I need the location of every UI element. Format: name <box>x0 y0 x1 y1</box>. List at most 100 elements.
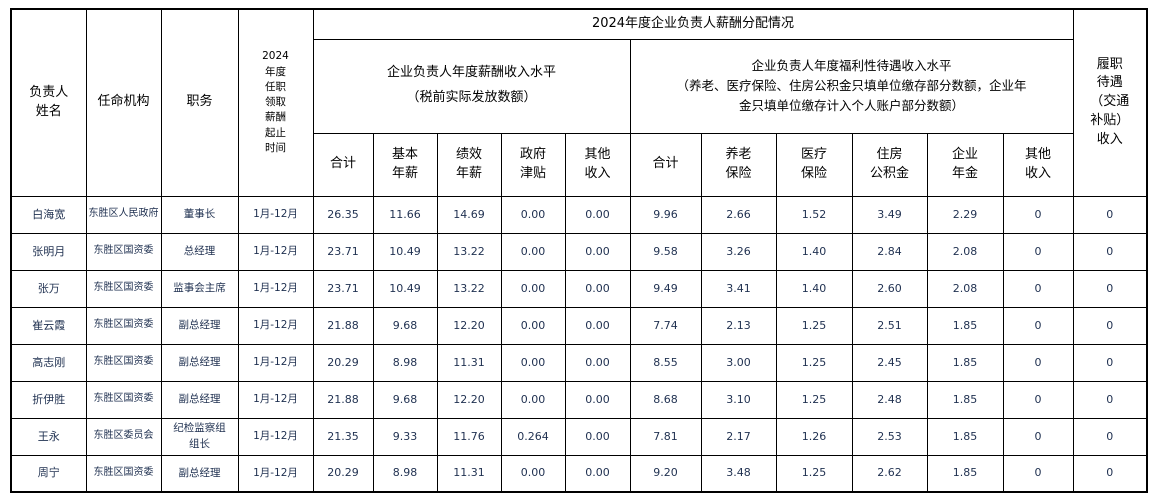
cell-name: 张明月 <box>10 232 87 271</box>
cell-other-welfare: 0 <box>1002 269 1074 308</box>
cell-duty-allowance: 0 <box>1072 306 1148 345</box>
cell-welfare-total: 8.55 <box>629 343 702 382</box>
cell-name: 周宁 <box>10 454 87 493</box>
table-row: 折伊胜 东胜区国资委 副总经理 1月-12月 21.88 9.68 12.20 0.00 0.0… <box>10 380 1148 419</box>
table-row: 张万 东胜区国资委 监事会主席 1月-12月 23.71 10.49 13.22 0.00 0.… <box>10 269 1148 308</box>
table-body: 白海宽 东胜区人民政府 董事长 1月-12月 26.35 11.66 14.69 0.00 0.… <box>10 195 1148 493</box>
cell-performance-salary: 12.20 <box>436 380 502 419</box>
cell-housing-fund: 3.49 <box>851 195 928 234</box>
cell-pension: 3.41 <box>700 269 777 308</box>
table-row: 周宁 东胜区国资委 副总经理 1月-12月 20.29 8.98 11.31 0.00 0.00… <box>10 454 1148 493</box>
cell-gov-allowance: 0.00 <box>500 306 566 345</box>
header-col-name: 负责人 姓名 <box>10 8 87 197</box>
cell-gov-allowance: 0.00 <box>500 269 566 308</box>
cell-annuity: 2.08 <box>926 269 1004 308</box>
cell-period: 1月-12月 <box>237 380 314 419</box>
cell-gov-allowance: 0.00 <box>500 195 566 234</box>
cell-pension: 3.26 <box>700 232 777 271</box>
cell-org: 东胜区人民政府 <box>85 195 162 234</box>
cell-medical: 1.40 <box>775 232 853 271</box>
cell-other-welfare: 0 <box>1002 195 1074 234</box>
cell-performance-salary: 13.22 <box>436 269 502 308</box>
cell-period: 1月-12月 <box>237 454 314 493</box>
cell-medical: 1.25 <box>775 380 853 419</box>
cell-base-salary: 8.98 <box>372 454 438 493</box>
header-performance-salary: 绩效 年薪 <box>436 132 502 197</box>
cell-title: 监事会主席 <box>160 269 239 308</box>
cell-base-salary: 8.98 <box>372 343 438 382</box>
cell-gov-allowance: 0.00 <box>500 454 566 493</box>
cell-duty-allowance: 0 <box>1072 232 1148 271</box>
cell-performance-salary: 11.31 <box>436 454 502 493</box>
cell-salary-total: 21.35 <box>312 417 374 456</box>
cell-welfare-total: 7.81 <box>629 417 702 456</box>
cell-title: 副总经理 <box>160 306 239 345</box>
cell-other-welfare: 0 <box>1002 417 1074 456</box>
header-col-duty-allowance: 履职 待遇 （交通 补贴） 收入 <box>1072 8 1148 197</box>
cell-welfare-total: 9.49 <box>629 269 702 308</box>
cell-name: 王永 <box>10 417 87 456</box>
cell-pension: 3.00 <box>700 343 777 382</box>
cell-other-income: 0.00 <box>564 306 631 345</box>
cell-performance-salary: 11.31 <box>436 343 502 382</box>
cell-name: 高志刚 <box>10 343 87 382</box>
cell-housing-fund: 2.48 <box>851 380 928 419</box>
cell-base-salary: 11.66 <box>372 195 438 234</box>
cell-welfare-total: 7.74 <box>629 306 702 345</box>
cell-title: 纪检监察组 组长 <box>160 417 239 456</box>
cell-welfare-total: 9.96 <box>629 195 702 234</box>
table-row: 张明月 东胜区国资委 总经理 1月-12月 23.71 10.49 13.22 0.00 0.0… <box>10 232 1148 271</box>
cell-medical: 1.40 <box>775 269 853 308</box>
cell-housing-fund: 2.60 <box>851 269 928 308</box>
cell-housing-fund: 2.53 <box>851 417 928 456</box>
cell-period: 1月-12月 <box>237 195 314 234</box>
cell-duty-allowance: 0 <box>1072 417 1148 456</box>
header-housing-fund: 住房 公积金 <box>851 132 928 197</box>
cell-other-income: 0.00 <box>564 454 631 493</box>
page-title: 2024年度企业负责人薪酬分配情况 <box>312 8 1074 40</box>
cell-other-welfare: 0 <box>1002 454 1074 493</box>
header-salary-total: 合计 <box>312 132 374 197</box>
cell-org: 东胜区国资委 <box>85 232 162 271</box>
cell-welfare-total: 9.20 <box>629 454 702 493</box>
cell-other-welfare: 0 <box>1002 306 1074 345</box>
header-other-welfare: 其他 收入 <box>1002 132 1074 197</box>
cell-gov-allowance: 0.00 <box>500 380 566 419</box>
cell-duty-allowance: 0 <box>1072 195 1148 234</box>
header-medical: 医疗 保险 <box>775 132 853 197</box>
cell-pension: 2.66 <box>700 195 777 234</box>
table-row: 高志刚 东胜区国资委 副总经理 1月-12月 20.29 8.98 11.31 0.00 0.0… <box>10 343 1148 382</box>
cell-performance-salary: 14.69 <box>436 195 502 234</box>
header-row-1: 负责人 姓名 任命机构 职务 2024 年度 任职 领取 薪酬 起止 时间 20… <box>10 8 1148 197</box>
cell-welfare-total: 8.68 <box>629 380 702 419</box>
cell-salary-total: 21.88 <box>312 380 374 419</box>
cell-salary-total: 20.29 <box>312 343 374 382</box>
cell-duty-allowance: 0 <box>1072 454 1148 493</box>
cell-salary-total: 20.29 <box>312 454 374 493</box>
header-col-period: 2024 年度 任职 领取 薪酬 起止 时间 <box>237 8 314 197</box>
header-other-income: 其他 收入 <box>564 132 631 197</box>
cell-annuity: 1.85 <box>926 454 1004 493</box>
header-group-welfare: 企业负责人年度福利性待遇收入水平 （养老、医疗保险、住房公积金只填单位缴存部分数… <box>629 38 1074 134</box>
cell-other-income: 0.00 <box>564 232 631 271</box>
cell-annuity: 1.85 <box>926 380 1004 419</box>
cell-name: 张万 <box>10 269 87 308</box>
cell-housing-fund: 2.45 <box>851 343 928 382</box>
cell-base-salary: 9.68 <box>372 380 438 419</box>
cell-period: 1月-12月 <box>237 232 314 271</box>
cell-other-income: 0.00 <box>564 343 631 382</box>
header-col-title: 职务 <box>160 8 239 197</box>
cell-annuity: 1.85 <box>926 343 1004 382</box>
cell-medical: 1.25 <box>775 343 853 382</box>
header-base-salary: 基本 年薪 <box>372 132 438 197</box>
table-row: 王永 东胜区委员会 纪检监察组 组长 1月-12月 21.35 9.33 11.76 0.26… <box>10 417 1148 456</box>
cell-gov-allowance: 0.00 <box>500 232 566 271</box>
header-group-salary: 企业负责人年度薪酬收入水平 （税前实际发放数额） <box>312 38 631 134</box>
cell-org: 东胜区国资委 <box>85 306 162 345</box>
cell-other-income: 0.00 <box>564 195 631 234</box>
cell-title: 副总经理 <box>160 454 239 493</box>
cell-base-salary: 9.33 <box>372 417 438 456</box>
cell-name: 崔云霞 <box>10 306 87 345</box>
cell-base-salary: 10.49 <box>372 269 438 308</box>
cell-housing-fund: 2.51 <box>851 306 928 345</box>
